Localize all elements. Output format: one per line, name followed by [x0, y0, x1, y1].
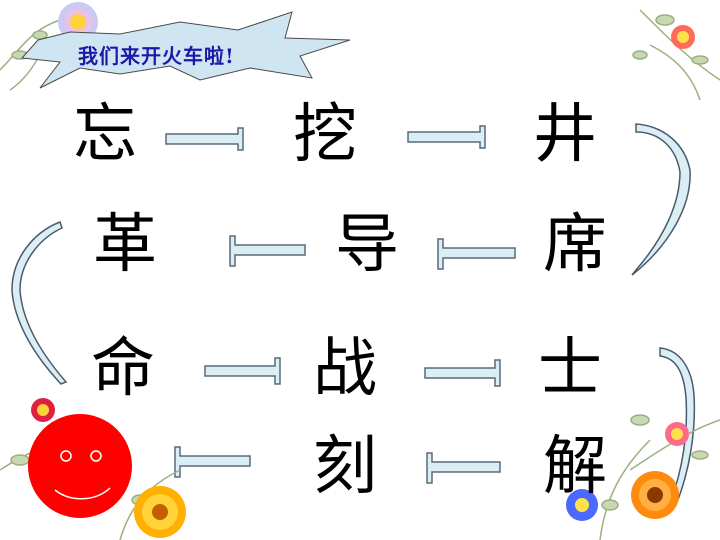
char-r1c3: 井 [533, 98, 597, 172]
flower-icon [631, 471, 679, 519]
arrow-left-icon [437, 238, 516, 270]
char-r1c2: 挖 [293, 98, 357, 172]
curved-connector-icon [631, 123, 691, 276]
char-r4c3: 解 [543, 430, 607, 504]
flower-icon [671, 25, 695, 49]
arrow-right-icon [204, 357, 281, 385]
curved-connector-icon [659, 347, 696, 507]
vine-decoration-top-left [0, 19, 61, 91]
curved-connector-icon [11, 221, 68, 385]
flower-icon [665, 422, 689, 446]
flower-icon [134, 486, 186, 538]
flower-icon [58, 2, 98, 42]
char-r3c3: 士 [538, 332, 602, 406]
arrow-right-icon [165, 127, 244, 151]
arrow-left-icon [426, 452, 501, 484]
char-r2c1: 革 [93, 208, 157, 282]
smiley-face-icon [28, 414, 132, 518]
char-r1c1: 忘 [73, 98, 137, 172]
char-r4c2: 刻 [313, 430, 377, 504]
arrow-left-icon [229, 235, 306, 267]
char-r2c3: 席 [543, 208, 607, 282]
vine-decoration-top-right [632, 9, 720, 101]
arrow-right-icon [407, 125, 486, 149]
vine-decoration-bottom-left [0, 429, 181, 540]
arrow-right-icon [424, 359, 501, 387]
banner-title: 我们来开火车啦! [78, 44, 235, 68]
char-r3c2: 战 [313, 332, 377, 406]
char-r2c2: 导 [335, 208, 399, 282]
char-r3c1: 命 [91, 332, 155, 406]
arrow-left-icon [174, 446, 251, 478]
flower-icon [31, 398, 55, 422]
